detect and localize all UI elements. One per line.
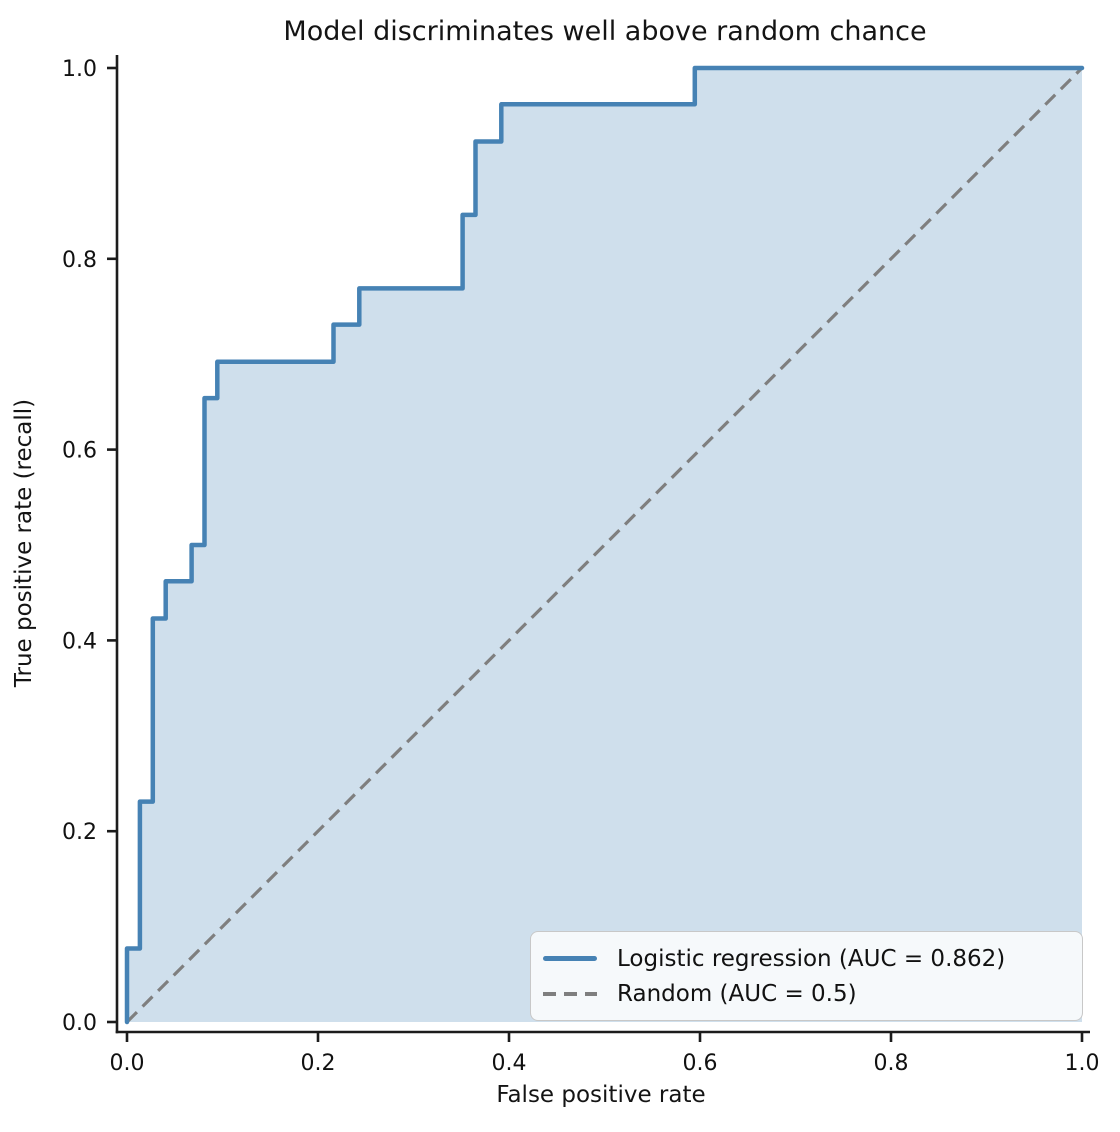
random-baseline-line <box>125 66 1084 1024</box>
y-axis-tick-label: 0.0 <box>62 1011 97 1036</box>
y-axis-tick-label: 0.6 <box>62 439 97 464</box>
y-axis-tick-label: 0.8 <box>62 248 97 273</box>
y-axis-tick-label: 1.0 <box>62 57 97 82</box>
x-axis-tick-label: 0.2 <box>301 1051 336 1076</box>
y-axis-tick-label: 0.2 <box>62 820 97 845</box>
legend-item-logistic-regression: Logistic regression (AUC = 0.862) <box>543 946 1082 972</box>
roc-curve-line <box>124 65 1085 1025</box>
x-axis-tick-label: 0.0 <box>110 1051 145 1076</box>
legend-label-random: Random (AUC = 0.5) <box>617 980 857 1007</box>
x-axis-tick-label: 0.6 <box>683 1051 718 1076</box>
y-axis-tick-label: 0.4 <box>62 629 97 654</box>
x-axis-tick-label: 0.4 <box>492 1051 527 1076</box>
legend: Logistic regression (AUC = 0.862) Random… <box>530 931 1083 1021</box>
legend-dashed-line-swatch <box>543 991 597 996</box>
legend-item-random: Random (AUC = 0.5) <box>543 981 1082 1007</box>
x-axis-tick-label: 0.8 <box>874 1051 909 1076</box>
chart-title: Model discriminates well above random ch… <box>283 16 927 47</box>
legend-solid-line-swatch <box>543 956 597 961</box>
x-axis-label: False positive rate <box>496 1082 706 1108</box>
legend-label-logistic-regression: Logistic regression (AUC = 0.862) <box>617 945 1006 972</box>
x-axis-tick-label: 1.0 <box>1065 1051 1100 1076</box>
